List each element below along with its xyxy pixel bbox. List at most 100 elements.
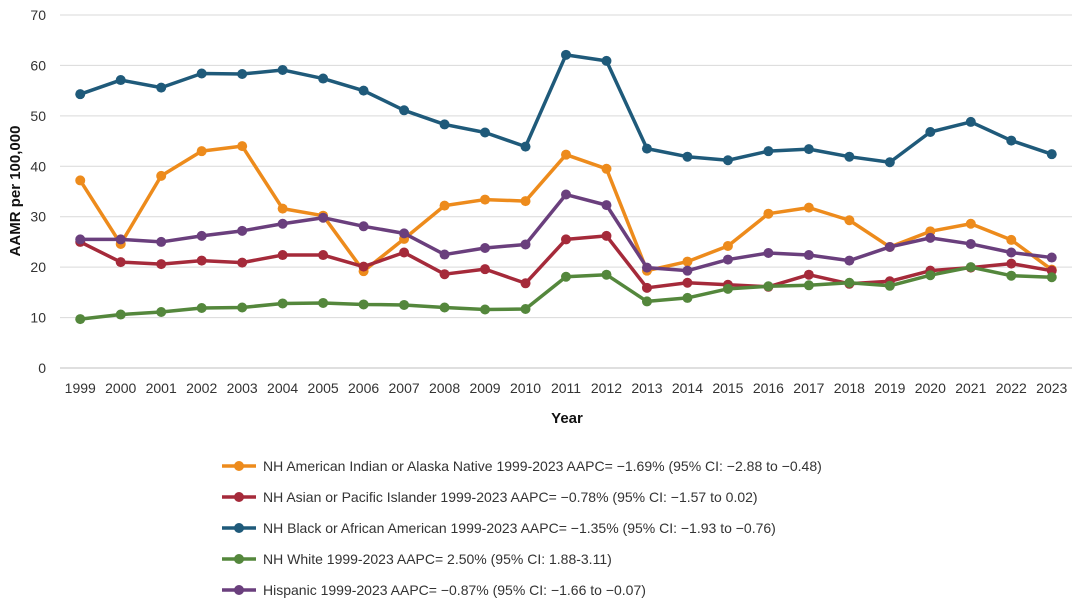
data-point	[601, 200, 612, 211]
legend-item: NH American Indian or Alaska Native 1999…	[222, 458, 822, 474]
data-point	[1006, 270, 1017, 281]
data-point	[763, 208, 774, 219]
data-point	[237, 225, 248, 236]
data-point	[480, 264, 491, 275]
y-tick-label: 60	[30, 57, 46, 73]
data-point	[722, 283, 733, 294]
data-point	[399, 247, 410, 258]
data-point	[965, 238, 976, 249]
legend-marker	[234, 523, 244, 533]
data-point	[763, 281, 774, 292]
x-tick-label: 2018	[834, 380, 865, 396]
data-point	[601, 269, 612, 280]
x-tick-label: 2011	[551, 380, 581, 396]
data-point	[277, 203, 288, 214]
x-tick-label: 2002	[186, 380, 217, 396]
data-point	[682, 256, 693, 267]
data-point	[1006, 135, 1017, 146]
data-point	[965, 262, 976, 273]
x-tick-label: 2015	[712, 380, 743, 396]
data-point	[520, 196, 531, 207]
data-point	[520, 303, 531, 314]
data-point	[601, 230, 612, 241]
data-point	[803, 269, 814, 280]
x-tick-label: 2013	[631, 380, 662, 396]
data-point	[358, 85, 369, 96]
data-point	[75, 314, 86, 325]
x-tick-label: 2008	[429, 380, 460, 396]
data-point	[115, 75, 126, 86]
series-1	[75, 141, 1057, 277]
data-point	[925, 270, 936, 281]
legend-item: NH White 1999-2023 AAPC= 2.50% (95% CI: …	[222, 551, 612, 567]
data-point	[480, 194, 491, 205]
data-point	[358, 261, 369, 272]
data-point	[1006, 258, 1017, 269]
legend-item: NH Asian or Pacific Islander 1999-2023 A…	[222, 489, 758, 505]
data-point	[277, 298, 288, 309]
series-4	[75, 262, 1057, 325]
legend-label: NH American Indian or Alaska Native 1999…	[263, 458, 822, 474]
legend-label: Hispanic 1999-2023 AAPC= −0.87% (95% CI:…	[263, 582, 646, 598]
x-tick-label: 2004	[267, 380, 298, 396]
x-tick-label: 2000	[105, 380, 136, 396]
data-point	[439, 249, 450, 260]
x-tick-label: 2021	[955, 380, 986, 396]
x-tick-label: 2001	[146, 380, 177, 396]
data-point	[884, 280, 895, 291]
data-point	[844, 255, 855, 266]
data-point	[682, 265, 693, 276]
data-point	[561, 189, 571, 200]
data-point	[439, 269, 450, 280]
data-point	[318, 250, 329, 261]
data-point	[196, 68, 207, 79]
x-tick-label: 2003	[227, 380, 258, 396]
data-point	[115, 234, 126, 245]
y-tick-label: 50	[30, 108, 46, 124]
data-point	[237, 302, 248, 313]
gridlines	[60, 14, 1072, 369]
y-tick-label: 30	[30, 209, 46, 225]
legend: NH American Indian or Alaska Native 1999…	[222, 458, 822, 598]
data-point	[156, 307, 167, 318]
data-point	[75, 89, 86, 100]
data-point	[722, 240, 733, 251]
x-axis-title: Year	[551, 410, 583, 427]
data-point	[277, 250, 288, 261]
legend-marker	[234, 585, 244, 595]
data-point	[520, 239, 531, 250]
data-point	[561, 49, 571, 60]
x-tick-label: 2009	[469, 380, 500, 396]
data-point	[196, 255, 207, 266]
data-point	[399, 299, 410, 310]
data-point	[439, 119, 450, 130]
data-point	[1046, 272, 1057, 283]
data-point	[925, 232, 936, 243]
data-point	[439, 200, 450, 211]
x-tick-label: 2023	[1036, 380, 1067, 396]
data-point	[1046, 149, 1057, 160]
data-point	[439, 302, 450, 313]
data-point	[399, 105, 410, 116]
legend-item: Hispanic 1999-2023 AAPC= −0.87% (95% CI:…	[222, 582, 646, 598]
data-point	[480, 242, 491, 253]
data-point	[722, 254, 733, 265]
data-point	[844, 277, 855, 288]
data-point	[237, 141, 248, 152]
series-line	[78, 144, 1054, 273]
data-point	[1006, 247, 1017, 258]
data-point	[196, 302, 207, 313]
data-point	[237, 257, 248, 268]
data-point	[156, 170, 167, 181]
data-point	[763, 248, 774, 259]
data-point	[75, 234, 86, 245]
data-point	[156, 259, 167, 270]
series-line	[78, 192, 1054, 273]
data-point	[318, 73, 329, 84]
data-point	[115, 257, 126, 268]
legend-label: NH White 1999-2023 AAPC= 2.50% (95% CI: …	[263, 551, 612, 567]
legend-marker	[234, 554, 244, 564]
data-point	[682, 151, 693, 162]
data-point	[156, 82, 167, 93]
